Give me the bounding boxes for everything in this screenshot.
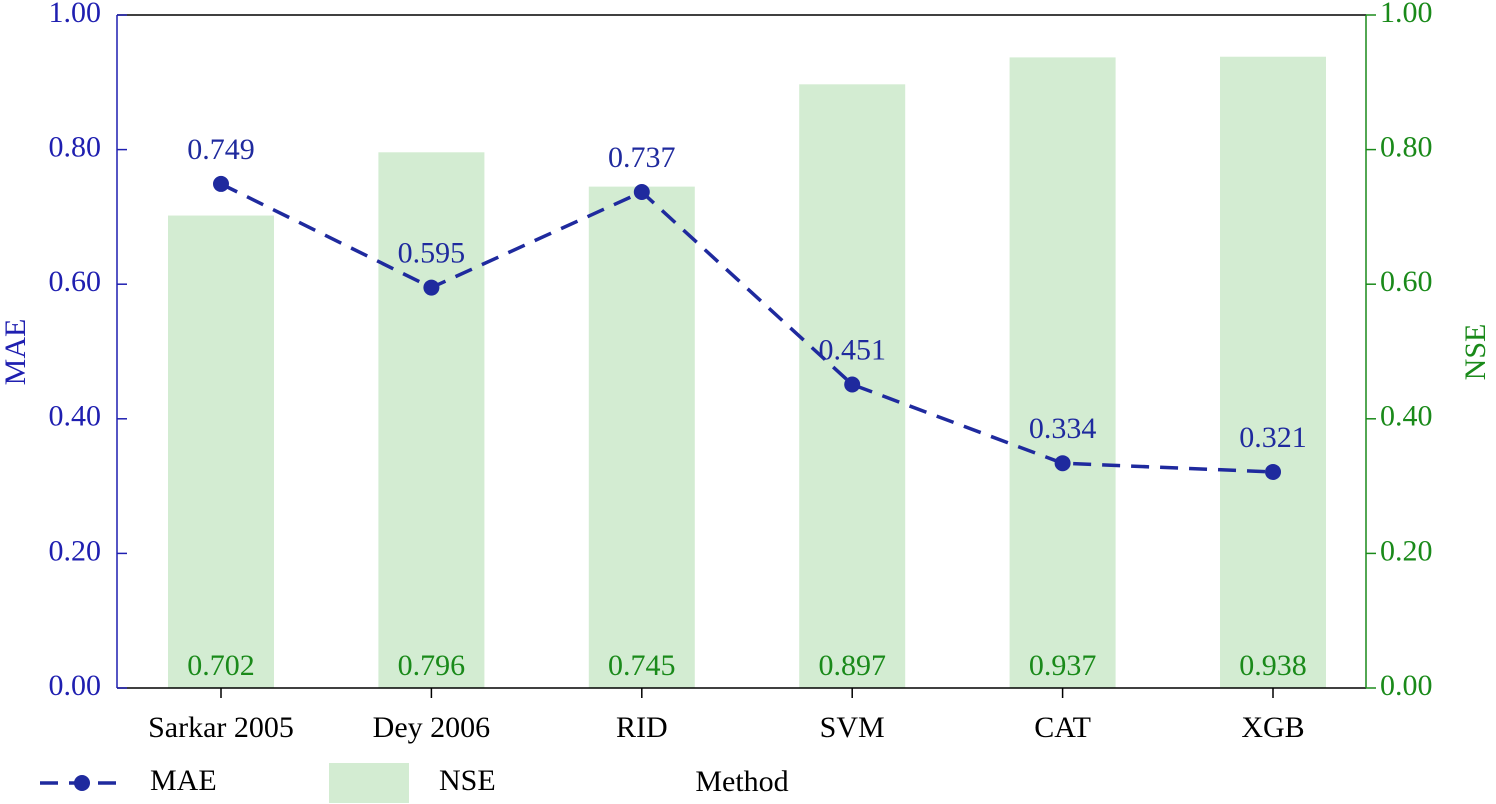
point-value-label: 0.595: [398, 236, 466, 269]
legend: MAE NSE: [40, 763, 496, 803]
point-value-label: 0.451: [818, 333, 886, 366]
x-axis-title: Method: [695, 765, 788, 798]
legend-swatch: [329, 763, 409, 803]
bar: [1220, 56, 1326, 688]
bar: [168, 215, 274, 688]
legend-swatch-marker: [74, 775, 90, 791]
point: [633, 183, 650, 200]
bar-value-label: 0.937: [1029, 649, 1097, 682]
bar: [1009, 57, 1116, 689]
x-tick-label: SVM: [820, 711, 885, 744]
bar-value-label: 0.702: [187, 649, 255, 682]
bar-value-label: 0.938: [1239, 649, 1307, 682]
y2-tick-label: 0.80: [1380, 130, 1433, 163]
point-value-label: 0.749: [187, 133, 255, 166]
y2-tick-label: 0.40: [1380, 400, 1433, 433]
y2-tick-label: 1.00: [1380, 0, 1433, 29]
legend-label: MAE: [150, 764, 217, 797]
point: [1054, 455, 1071, 472]
bar-value-label: 0.745: [608, 649, 676, 682]
point: [1265, 463, 1281, 480]
bar-value-label: 0.897: [818, 649, 886, 682]
point-value-label: 0.334: [1029, 412, 1097, 445]
point-value-label: 0.737: [608, 141, 676, 174]
bar-value-label: 0.796: [398, 649, 466, 682]
y2-axis-title: NSE: [1459, 324, 1492, 381]
y-tick-label: 0.00: [49, 669, 102, 702]
point-value-label: 0.321: [1239, 421, 1307, 454]
plot: 0.702 0.796 0.745 0.897 0.937 0.938: [168, 56, 1326, 689]
y-tick-label: 0.80: [49, 130, 102, 163]
y-tick-label: 0.20: [49, 534, 102, 567]
y2-tick-label: 0.60: [1380, 265, 1433, 298]
x-tick-label: XGB: [1241, 711, 1304, 744]
y-tick-label: 1.00: [49, 0, 102, 29]
x-tick-label: CAT: [1034, 711, 1091, 744]
y-tick-label: 0.60: [49, 265, 102, 298]
point: [844, 376, 861, 393]
point: [423, 279, 440, 296]
y-tick-label: 0.40: [49, 400, 102, 433]
bar: [588, 186, 695, 689]
x-tick-label: Dey 2006: [373, 711, 490, 744]
bar: [378, 152, 485, 689]
y-axis-title: MAE: [0, 319, 32, 386]
x-tick-label: Sarkar 2005: [148, 711, 294, 744]
y2-tick-label: 0.00: [1380, 669, 1433, 702]
x-tick-label: RID: [616, 711, 668, 744]
point: [213, 175, 229, 192]
legend-label: NSE: [439, 764, 496, 797]
y2-tick-label: 0.20: [1380, 534, 1433, 567]
